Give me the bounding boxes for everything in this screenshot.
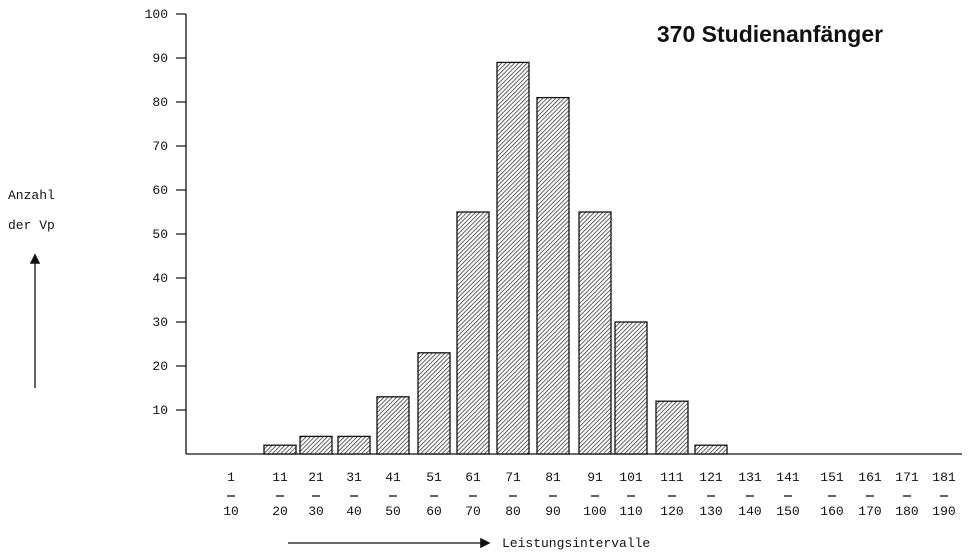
y-tick-label: 80 — [152, 95, 168, 110]
chart-title: 370 Studienanfänger — [657, 21, 883, 47]
x-tick-label-low: 111 — [660, 470, 684, 485]
bars — [263, 61, 728, 455]
bar — [263, 444, 297, 455]
x-tick-labels: 1101120213031404150516061707180819091100… — [223, 470, 956, 519]
x-axis-label: Leistungsintervalle — [502, 536, 650, 551]
x-tick-label-high: 30 — [308, 504, 324, 519]
y-axis-label-line-1: Anzahl — [8, 188, 55, 203]
y-tick-label: 30 — [152, 315, 168, 330]
bar — [655, 400, 689, 455]
y-tick-label: 20 — [152, 359, 168, 374]
x-tick-label-high: 80 — [505, 504, 521, 519]
x-tick-label-high: 20 — [272, 504, 288, 519]
bar — [536, 96, 570, 455]
bar — [299, 435, 333, 455]
x-tick-label-high: 180 — [895, 504, 918, 519]
bar — [694, 444, 728, 455]
x-tick-label-high: 70 — [465, 504, 481, 519]
x-tick-label-low: 31 — [346, 470, 362, 485]
x-tick-label-high: 190 — [932, 504, 955, 519]
y-axis-label-line-2: der Vp — [8, 218, 55, 233]
x-tick-label-high: 110 — [619, 504, 642, 519]
x-tick-label-high: 140 — [738, 504, 761, 519]
x-tick-label-high: 90 — [545, 504, 561, 519]
x-tick-label-low: 91 — [587, 470, 603, 485]
x-tick-label-high: 40 — [346, 504, 362, 519]
y-tick-label: 100 — [145, 7, 168, 22]
x-tick-label-low: 101 — [619, 470, 643, 485]
x-tick-label-low: 71 — [505, 470, 521, 485]
bar — [614, 321, 648, 455]
x-tick-label-high: 50 — [385, 504, 401, 519]
x-tick-label-low: 121 — [699, 470, 723, 485]
x-tick-label-high: 100 — [583, 504, 606, 519]
x-tick-label-low: 21 — [308, 470, 324, 485]
y-tick-label: 60 — [152, 183, 168, 198]
bar — [376, 396, 410, 455]
x-tick-label-low: 51 — [426, 470, 442, 485]
bar — [578, 211, 612, 455]
y-tick-label: 10 — [152, 403, 168, 418]
y-tick-label: 90 — [152, 51, 168, 66]
y-tick-label: 50 — [152, 227, 168, 242]
x-tick-label-low: 41 — [385, 470, 401, 485]
x-tick-label-low: 151 — [820, 470, 844, 485]
x-tick-label-high: 160 — [820, 504, 843, 519]
x-tick-label-low: 61 — [465, 470, 481, 485]
x-tick-label-high: 60 — [426, 504, 442, 519]
x-tick-label-low: 81 — [545, 470, 561, 485]
x-tick-label-low: 171 — [895, 470, 919, 485]
x-tick-label-low: 131 — [738, 470, 762, 485]
x-tick-label-low: 1 — [227, 470, 235, 485]
x-tick-label-low: 161 — [858, 470, 882, 485]
x-tick-label-high: 170 — [858, 504, 881, 519]
y-tick-label: 40 — [152, 271, 168, 286]
x-tick-label-high: 130 — [699, 504, 722, 519]
x-tick-label-low: 181 — [932, 470, 956, 485]
x-tick-label-high: 10 — [223, 504, 239, 519]
x-tick-label-high: 150 — [776, 504, 799, 519]
bar — [417, 352, 451, 455]
x-tick-label-low: 141 — [776, 470, 800, 485]
bar — [496, 61, 530, 455]
bar — [456, 211, 490, 455]
x-tick-label-high: 120 — [660, 504, 683, 519]
x-tick-label-low: 11 — [272, 470, 288, 485]
bar — [337, 435, 371, 455]
y-tick-label: 70 — [152, 139, 168, 154]
